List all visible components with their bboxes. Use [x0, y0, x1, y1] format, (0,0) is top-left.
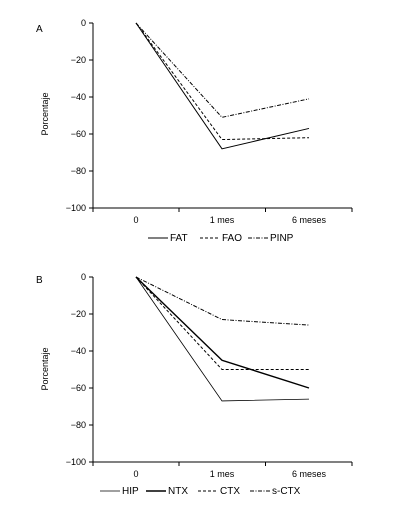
panel-b-legend: HIP NTX CTX s-CTX: [100, 486, 301, 497]
panel-b-series-hip: [135, 276, 310, 402]
panel-a-y-tick-label: −80: [71, 166, 86, 176]
panel-b-series-ntx: [135, 276, 310, 389]
panel-b-legend-label-hip: HIP: [122, 486, 139, 497]
panel-a-legend: FAT FAO PINP: [148, 233, 294, 244]
panel-a-label: A: [36, 24, 43, 35]
panel-b-x-tick-label: 6 meses: [292, 469, 327, 479]
panel-a-series: [135, 22, 310, 150]
panel-a-series-fat: [135, 22, 310, 150]
panel-a-chart: A Porcentaje 0 −20 −40 −60 −80 −100 0 1 mes 6 m…: [36, 18, 353, 244]
panel-a-y-tick-label: −40: [71, 92, 86, 102]
panel-b-x-ticks: 0 1 mes 6 meses: [92, 462, 353, 479]
panel-b-series: [135, 276, 310, 402]
panel-b-y-tick-label: −20: [71, 309, 86, 319]
panel-a-series-fao: [135, 22, 310, 141]
panel-b-chart: B Porcentaje 0 −20 −40 −60 −80 −100 0 1 mes 6 m…: [36, 272, 353, 497]
panel-a-y-tick-label: 0: [81, 18, 86, 28]
panel-b-y-ticks: 0 −20 −40 −60 −80 −100: [66, 272, 93, 467]
panel-a-series-pinp: [135, 22, 310, 118]
panel-b-label: B: [36, 275, 43, 286]
panel-b-series-s-ctx: [135, 276, 310, 326]
panel-b-legend-label-s-ctx: s-CTX: [272, 486, 301, 497]
panel-a-y-tick-label: −20: [71, 55, 86, 65]
panel-a-legend-label-fat: FAT: [170, 233, 188, 244]
panel-b-y-tick-label: 0: [81, 272, 86, 282]
panel-b-legend-label-ctx: CTX: [220, 486, 240, 497]
panel-a-x-tick-label: 6 meses: [292, 215, 327, 225]
panel-b-y-axis-title: Porcentaje: [40, 347, 50, 390]
panel-a-y-tick-label: −60: [71, 129, 86, 139]
panel-b-x-tick-label: 1 mes: [210, 469, 235, 479]
panel-a-y-axis-title: Porcentaje: [40, 92, 50, 135]
panel-b-x-tick-label: 0: [133, 469, 138, 479]
panel-b-legend-label-ntx: NTX: [168, 486, 188, 497]
panel-b-y-tick-label: −40: [71, 346, 86, 356]
panel-a-y-tick-label: −100: [66, 203, 86, 213]
panel-b-y-tick-label: −100: [66, 457, 86, 467]
panel-b-y-tick-label: −60: [71, 383, 86, 393]
panel-a-x-tick-label: 1 mes: [210, 215, 235, 225]
panel-b-y-tick-label: −80: [71, 420, 86, 430]
panel-a-x-ticks: 0 1 mes 6 meses: [92, 208, 353, 225]
panel-a-x-tick-label: 0: [133, 215, 138, 225]
panel-a-legend-label-pinp: PINP: [270, 233, 294, 244]
panel-b-series-ctx: [135, 276, 309, 370]
panel-a-legend-label-fao: FAO: [222, 233, 242, 244]
panel-a-y-ticks: 0 −20 −40 −60 −80 −100: [66, 18, 93, 213]
